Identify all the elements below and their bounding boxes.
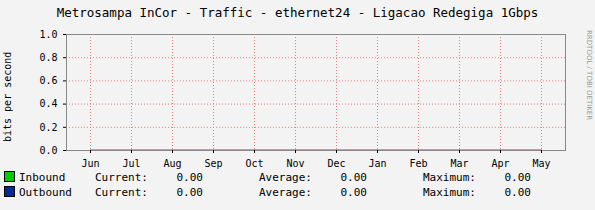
html-text:Average:: Average: — [259, 186, 312, 199]
svg-text:May: May — [532, 158, 550, 169]
html-text:Average:: Average: — [259, 171, 312, 184]
svg-text:0.2: 0.2 — [39, 122, 57, 133]
svg-text:Jun: Jun — [81, 158, 99, 169]
svg-text:Jan: Jan — [368, 158, 386, 169]
html-text:RRDTOOL / TOBI OETIKER: RRDTOOL / TOBI OETIKER — [585, 30, 593, 121]
html-text:0.00: 0.00 — [504, 186, 531, 199]
html-text:Inbound: Inbound — [19, 171, 66, 184]
svg-text:Sep: Sep — [204, 158, 222, 169]
svg-text:1.0: 1.0 — [39, 29, 57, 40]
svg-text:0.0: 0.0 — [39, 145, 57, 156]
html-text:Outbound: Outbound — [19, 186, 72, 199]
svg-text:Apr: Apr — [491, 158, 509, 169]
svg-text:Nov: Nov — [286, 158, 304, 169]
svg-text:Oct: Oct — [245, 158, 263, 169]
svg-text:Mar: Mar — [450, 158, 468, 169]
html-text:0.00: 0.00 — [340, 171, 367, 184]
svg-text:Aug: Aug — [163, 158, 181, 169]
svg-text:Feb: Feb — [409, 158, 427, 169]
html-text:Maximum:: Maximum: — [423, 171, 476, 184]
html-text:Maximum:: Maximum: — [423, 186, 476, 199]
html-text:Current:: Current: — [95, 186, 148, 199]
html-text:0.00: 0.00 — [340, 186, 367, 199]
svg-text:Jul: Jul — [122, 158, 140, 169]
svg-text:0.4: 0.4 — [39, 98, 57, 109]
svg-text:Dec: Dec — [327, 158, 345, 169]
svg-text:0.6: 0.6 — [39, 75, 57, 86]
html-text:0.00: 0.00 — [176, 186, 203, 199]
html-text:Current:: Current: — [95, 171, 148, 184]
html-text:bits per second: bits per second — [2, 51, 13, 143]
html-text:0.00: 0.00 — [504, 171, 531, 184]
svg-text:0.8: 0.8 — [39, 52, 57, 63]
html-text:0.00: 0.00 — [176, 171, 203, 184]
html-text:Metrosampa InCor - Traffic - e: Metrosampa InCor - Traffic - ethernet24 … — [56, 5, 539, 20]
